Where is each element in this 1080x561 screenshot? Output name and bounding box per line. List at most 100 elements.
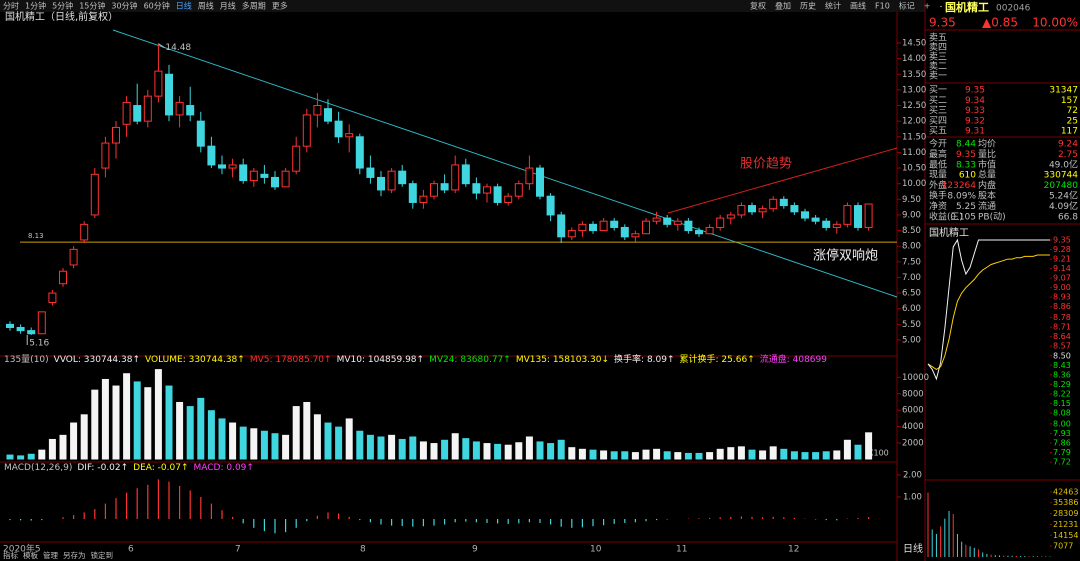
footer-tab[interactable]: 指标 xyxy=(3,550,18,560)
tool-button[interactable]: 标记 xyxy=(899,1,915,11)
volume-bar xyxy=(366,434,374,460)
annotation: 股价趋势 xyxy=(740,156,792,172)
indicator-value: MV24: 83680.77↑ xyxy=(429,355,511,365)
volume-bar xyxy=(557,439,565,460)
period-tab[interactable]: 1分钟 xyxy=(25,1,46,11)
intraday-volume-label: 21231 xyxy=(1053,520,1078,529)
candle-body xyxy=(811,217,820,222)
period-tab[interactable]: 日线 xyxy=(176,1,192,11)
footer-tab[interactable]: 锁定到 xyxy=(91,550,114,560)
intraday-axis-label: 8.86 xyxy=(1053,302,1071,311)
volume-bar xyxy=(409,436,417,460)
tool-button[interactable]: - xyxy=(939,2,942,11)
intraday-avg-line xyxy=(927,254,1050,370)
volume-bar xyxy=(271,433,279,460)
tool-button[interactable]: F10 xyxy=(875,2,890,11)
price-axis-label: 9.00 xyxy=(902,210,921,220)
indicator-value: VVOL: 330744.38↑ xyxy=(54,355,140,365)
volume-bar xyxy=(176,401,184,460)
candle-body xyxy=(620,226,629,238)
volume-bar xyxy=(59,434,67,460)
tool-button[interactable]: 叠加 xyxy=(775,1,791,11)
bid-label: 买四 xyxy=(929,115,947,126)
volume-bar xyxy=(589,449,597,460)
footer-tab[interactable]: 管理 xyxy=(43,550,58,560)
volume-bar xyxy=(345,418,353,460)
volume-axis-label: 2000 xyxy=(902,439,924,449)
volume-bar xyxy=(165,385,173,460)
candle-body xyxy=(408,183,417,203)
volume-bar xyxy=(207,410,215,460)
volume-bar xyxy=(769,446,777,460)
x-axis-label: 7 xyxy=(235,545,241,555)
stat-label: 均价 xyxy=(978,138,996,150)
candle-body xyxy=(186,105,195,116)
period-tab[interactable]: 分时 xyxy=(3,1,19,11)
volume-bar xyxy=(303,401,311,460)
indicator-value: MV5: 178085.70↑ xyxy=(250,355,332,365)
period-tab[interactable]: 多周期 xyxy=(242,1,266,11)
footer-tab[interactable]: 另存为 xyxy=(63,550,86,560)
stat-value: 610 xyxy=(959,171,976,181)
intraday-axis-label: 7.86 xyxy=(1053,438,1071,447)
bid-price: 9.32 xyxy=(965,116,985,126)
intraday-axis-label: 8.29 xyxy=(1053,380,1071,389)
volume-bar xyxy=(780,448,788,460)
intraday-title: 国机精工 xyxy=(929,226,969,239)
volume-bar xyxy=(801,452,809,460)
candle-body xyxy=(758,208,767,213)
indicator-value: DEA: -0.07↑ xyxy=(133,463,188,473)
tool-button[interactable]: 复权 xyxy=(750,1,766,11)
period-tab[interactable]: 更多 xyxy=(272,1,288,11)
stat-label: 内盘 xyxy=(978,179,996,191)
volume-bar xyxy=(462,438,470,460)
period-tab[interactable]: 月线 xyxy=(220,1,236,11)
price-axis-label: 13.00 xyxy=(902,85,926,95)
stat-value: 5.24亿 xyxy=(1049,190,1078,202)
footer-tab[interactable]: 模板 xyxy=(23,550,38,560)
candle-body xyxy=(631,233,640,238)
stat-value: 8.09% xyxy=(947,192,976,202)
candle-body xyxy=(419,195,428,203)
intraday-axis-label: 8.36 xyxy=(1053,370,1071,379)
volume-bar xyxy=(610,451,618,460)
tool-button[interactable]: + xyxy=(924,2,931,11)
candle-body xyxy=(154,70,163,97)
price-axis-label: 11.50 xyxy=(902,132,926,142)
volume-bar xyxy=(419,441,427,460)
x-axis-label: 9 xyxy=(472,545,478,555)
volume-bar xyxy=(112,385,120,460)
volume-bar xyxy=(313,414,321,460)
period-tab[interactable]: 60分钟 xyxy=(144,1,170,11)
bid-label: 买五 xyxy=(929,126,947,137)
period-tab[interactable]: 周线 xyxy=(198,1,214,11)
volume-bar xyxy=(154,369,162,460)
candle-body xyxy=(451,164,460,191)
period-tab[interactable]: 30分钟 xyxy=(111,1,137,11)
volume-bar xyxy=(812,452,820,460)
tool-button[interactable]: 统计 xyxy=(825,1,841,11)
candle-body xyxy=(271,176,279,188)
period-tab[interactable]: 15分钟 xyxy=(79,1,105,11)
volume-bar xyxy=(578,448,586,460)
candle-body xyxy=(822,220,831,228)
intraday-axis-label: 7.72 xyxy=(1053,458,1071,467)
intraday-axis-label: 8.57 xyxy=(1053,342,1071,351)
bid-price: 9.33 xyxy=(965,106,985,116)
tool-button[interactable]: 画线 xyxy=(850,1,866,11)
tool-button[interactable]: 历史 xyxy=(800,1,816,11)
intraday-axis-label: 8.78 xyxy=(1053,313,1071,322)
volume-bar xyxy=(790,451,798,460)
stat-value: 207480 xyxy=(1044,181,1079,191)
candle-body xyxy=(705,226,714,235)
candle-body xyxy=(366,167,375,178)
chart-title: 国机精工（日线,前复权） xyxy=(5,10,118,23)
candle-body xyxy=(716,217,725,228)
volume-bar xyxy=(865,432,873,460)
period-tab[interactable]: 5分钟 xyxy=(52,1,73,11)
intraday-volume-label: 14154 xyxy=(1053,531,1078,540)
bid-label: 买三 xyxy=(929,105,947,116)
volume-bar xyxy=(642,449,650,460)
candle-body xyxy=(16,326,25,332)
candle-body xyxy=(673,220,682,225)
